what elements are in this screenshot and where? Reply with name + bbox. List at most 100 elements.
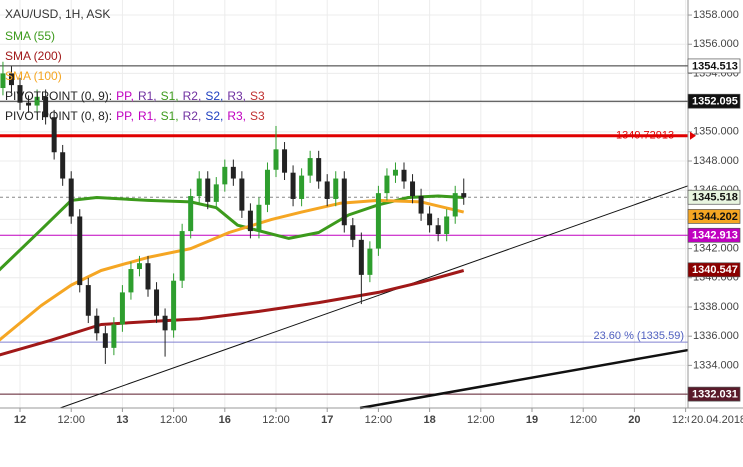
pivot-label: PIVOTPOINT (0, 8): (5, 109, 112, 123)
x-tick-label: 12 (14, 414, 26, 426)
candle-body (299, 175, 305, 199)
candle-body (452, 193, 458, 217)
pivot-item: R1, (138, 89, 157, 103)
legend-entry: SMA (55) (5, 29, 55, 43)
candle-body (128, 269, 134, 293)
level-label: 1352.095 (692, 96, 738, 108)
level-label-box (687, 262, 741, 278)
level-label: 1345.518 (692, 192, 738, 204)
pivot-item: PP, (116, 109, 134, 123)
candle-body (392, 169, 398, 176)
y-tick-label: 1348.000 (693, 155, 739, 167)
level-label: 23.60 % (1335.59) (593, 330, 684, 342)
candle-body (179, 231, 185, 281)
candle-body (60, 152, 66, 179)
candle-body (154, 289, 160, 316)
candle-body (444, 216, 450, 234)
candle-body (51, 117, 57, 153)
x-tick-label: 16 (219, 414, 231, 426)
y-tick-label: 1342.000 (693, 243, 739, 255)
pivot-item: S2, (205, 89, 223, 103)
x-tick-label: 12:00 (160, 414, 188, 426)
legend: XAU/USD, 1H, ASK SMA (55) SMA (200) SMA (10… (5, 7, 265, 123)
y-tick-label: 1358.000 (693, 9, 739, 21)
x-tick-label: 12:00 (262, 414, 290, 426)
candle-body (34, 96, 40, 106)
candle-body (136, 263, 142, 270)
plot (0, 61, 689, 410)
candle-body (85, 285, 91, 316)
pivot-item: S3 (250, 109, 265, 123)
legend-entry: SMA (100) (5, 69, 62, 83)
pivot-item: S3 (250, 89, 265, 103)
pivot-label: PIVOTPOINT (0, 9): (5, 89, 112, 103)
candle-body (384, 175, 390, 194)
candle-body (102, 333, 108, 348)
candle-body (410, 181, 416, 197)
candle-body (77, 216, 83, 286)
grid (0, 0, 688, 408)
y-tick-label: 1338.000 (693, 301, 739, 313)
level-label-box (687, 58, 741, 74)
x-tick-label: 13 (116, 414, 128, 426)
candle-body (264, 169, 270, 205)
candle-body (333, 178, 339, 199)
candle-body (341, 178, 347, 226)
x-tick-label: 20 (628, 414, 640, 426)
candle-body (247, 210, 253, 232)
candle-body (282, 149, 288, 173)
candle-body (196, 178, 202, 197)
level-label-box (687, 209, 741, 224)
candle-body (188, 196, 194, 232)
level-label: 1344.202 (692, 211, 738, 223)
candle-body (119, 292, 125, 325)
candle-body (26, 102, 32, 106)
candle-body (145, 263, 151, 290)
candle-body (316, 158, 322, 182)
pivot-item: S2, (205, 109, 223, 123)
y-tick-label: 1334.000 (693, 359, 739, 371)
pivot-item: R1, (138, 109, 157, 123)
trend-line (359, 348, 689, 410)
candle-body (205, 178, 211, 202)
candle-body (461, 193, 467, 198)
candle-body (324, 181, 330, 199)
candle-body (68, 178, 74, 217)
level-label-box (687, 189, 741, 205)
x-tick-label: 18 (423, 414, 435, 426)
candle-body (427, 213, 433, 226)
level-label: 1349.72913 (616, 130, 674, 142)
pivot-legend: PIVOTPOINT (0, 8): PP, R1, S1, R2, S2, R3, S3 (5, 109, 265, 123)
candle-body (256, 204, 262, 232)
x-tick-label: 17 (321, 414, 333, 426)
moving-average (0, 269, 465, 357)
chart-title: XAU/USD, 1H, ASK (5, 7, 110, 21)
x-tick-label: 12:00 (569, 414, 597, 426)
x-tick-label: 19 (526, 414, 538, 426)
candle-body (435, 225, 441, 234)
date-label-bg (689, 413, 743, 427)
pivot-item: R2, (183, 109, 202, 123)
candle-body (273, 149, 279, 170)
level-label-box (687, 227, 741, 243)
candle-body (375, 193, 381, 249)
pivot-legend: PIVOTPOINT (0, 9): PP, R1, S1, R2, S2, R3, S3 (5, 89, 265, 103)
date-label: 20.04.2018 (691, 414, 743, 426)
candle-body (8, 73, 14, 86)
pivot-item: S1, (161, 89, 179, 103)
level-label: 1354.513 (692, 60, 738, 72)
level-label: 1342.913 (692, 230, 738, 242)
candle-body (162, 315, 168, 331)
trend-line (59, 185, 689, 409)
y-tick-label: 1336.000 (693, 330, 739, 342)
candle-body (230, 166, 236, 179)
axes: 1334.0001336.0001338.0001340.0001342.000… (14, 9, 743, 427)
pivot-item: R3, (227, 109, 246, 123)
x-tick-label: 12:00 (365, 414, 393, 426)
level-label: 1340.547 (692, 264, 738, 276)
level-label-box (687, 93, 741, 109)
legend-entry: SMA (200) (5, 49, 62, 63)
pivot-item: R2, (183, 89, 202, 103)
